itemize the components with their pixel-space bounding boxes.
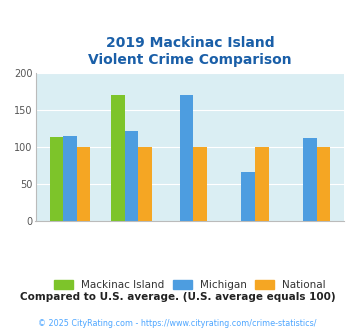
Bar bbox=[180, 95, 193, 221]
Bar bbox=[317, 147, 330, 221]
Bar bbox=[125, 130, 138, 221]
Bar bbox=[111, 95, 125, 221]
Bar bbox=[193, 147, 207, 221]
Text: Compared to U.S. average. (U.S. average equals 100): Compared to U.S. average. (U.S. average … bbox=[20, 292, 335, 302]
Bar bbox=[63, 136, 77, 221]
Bar bbox=[138, 147, 152, 221]
Bar bbox=[241, 172, 255, 221]
Bar bbox=[303, 138, 317, 221]
Legend: Mackinac Island, Michigan, National: Mackinac Island, Michigan, National bbox=[54, 280, 326, 290]
Text: © 2025 CityRating.com - https://www.cityrating.com/crime-statistics/: © 2025 CityRating.com - https://www.city… bbox=[38, 319, 317, 328]
Bar bbox=[77, 147, 90, 221]
Bar bbox=[255, 147, 269, 221]
Title: 2019 Mackinac Island
Violent Crime Comparison: 2019 Mackinac Island Violent Crime Compa… bbox=[88, 36, 292, 67]
Bar bbox=[50, 137, 63, 221]
